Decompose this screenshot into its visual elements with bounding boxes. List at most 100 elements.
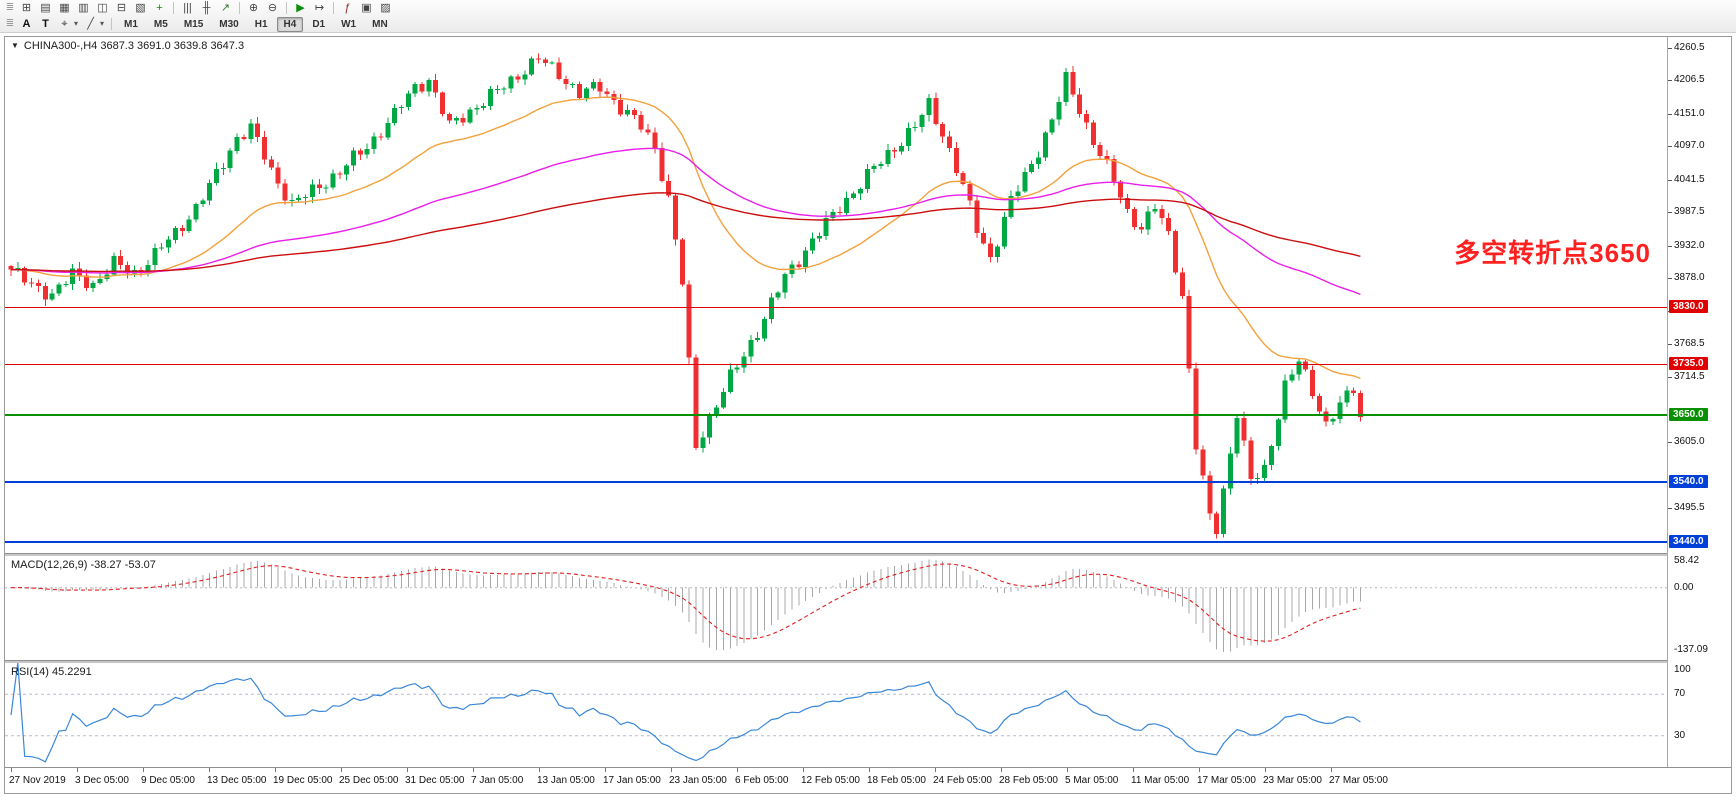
panel-splitter[interactable] [5, 553, 1731, 556]
price-level-label: 3830.0 [1669, 300, 1708, 313]
time-tick-label: 12 Feb 05:00 [801, 775, 860, 786]
line-chart-icon[interactable]: ↗ [220, 2, 231, 14]
macd-axis-label: 0.00 [1674, 582, 1694, 593]
macd-label: MACD(12,26,9) -38.27 -53.07 [11, 559, 156, 571]
toolbar-grip[interactable]: ≣ [5, 18, 15, 29]
timeframe-button-m15[interactable]: M15 [183, 18, 204, 30]
price-tick-mark [1668, 48, 1672, 49]
price-tick-label: 4151.0 [1674, 108, 1705, 119]
time-tick-mark [869, 768, 870, 772]
price-tick-mark [1668, 80, 1672, 81]
price-tick-mark [1668, 278, 1672, 279]
chart-title: CHINA300-,H4 3687.3 3691.0 3639.8 3647.3 [23, 40, 245, 52]
time-tick-label: 27 Mar 05:00 [1329, 775, 1388, 786]
zoom-out-icon[interactable]: ⊖ [267, 2, 278, 14]
periods-icon[interactable]: ▣ [361, 2, 372, 14]
time-tick-label: 7 Jan 05:00 [471, 775, 524, 786]
price-tick-label: 4260.5 [1674, 42, 1705, 53]
time-tick-label: 6 Feb 05:00 [735, 775, 789, 786]
time-tick-mark [935, 768, 936, 772]
shapes-dropdown-caret-icon[interactable]: ▾ [99, 19, 104, 28]
candlestick-chart-icon[interactable]: ╫ [202, 2, 211, 14]
profiles-icon[interactable]: ▤ [40, 2, 51, 14]
trendline-tool-icon[interactable]: ╱ [87, 18, 94, 30]
zoom-in-icon[interactable]: ⊕ [248, 2, 259, 14]
toolbar-grip[interactable]: ≣ [5, 2, 15, 13]
time-tick-mark [341, 768, 342, 772]
rsi-axis-label: 70 [1674, 688, 1686, 699]
chart-shift-icon[interactable]: ↦ [314, 2, 325, 14]
time-tick-mark [11, 768, 12, 772]
time-tick-mark [1199, 768, 1200, 772]
time-tick-label: 17 Jan 05:00 [603, 775, 661, 786]
timeframe-button-m30[interactable]: M30 [219, 18, 239, 30]
macd-panel[interactable]: MACD(12,26,9) -38.27 -53.07 [5, 556, 1667, 660]
time-tick-label: 25 Dec 05:00 [339, 775, 399, 786]
toolbar: ≣ ⊞ ▤ ▦ ▥ ◫ ⊟ ▧ + ||| ╫ ↗ ⊕ ⊖ ▶ ↦ ƒ ▣ ▨ ≣ A T ⌖ ▾ ╱ ▾ M1 M5 M15 M30 H… [0, 0, 1736, 33]
time-tick-label: 17 Mar 05:00 [1197, 775, 1256, 786]
price-tick-label: 4206.5 [1674, 74, 1705, 85]
time-tick-mark [407, 768, 408, 772]
timeframe-button-d1[interactable]: D1 [312, 18, 326, 30]
time-axis[interactable]: 27 Nov 2019 3 Dec 05:00 9 Dec 05:00 13 Dec … [5, 767, 1731, 793]
timeframe-button-m1[interactable]: M1 [124, 18, 138, 30]
price-tick-mark [1668, 246, 1672, 247]
timeframe-button-h4[interactable]: H4 [276, 16, 304, 32]
price-axis[interactable]: 4260.5 4206.5 4151.0 4097.0 4041.5 3987.5 3932… [1667, 37, 1731, 767]
price-level-label: 3735.0 [1669, 357, 1708, 370]
timeframe-button-mn[interactable]: MN [372, 18, 388, 30]
time-tick-label: 27 Nov 2019 [9, 775, 66, 786]
lines-dropdown-caret-icon[interactable]: ▾ [73, 19, 78, 28]
price-level-label: 3440.0 [1669, 535, 1708, 548]
indicators-icon[interactable]: ƒ [344, 2, 351, 14]
price-tick-mark [1668, 344, 1672, 345]
macd-axis-label: -137.09 [1674, 644, 1708, 655]
time-tick-label: 9 Dec 05:00 [141, 775, 195, 786]
time-tick-label: 24 Feb 05:00 [933, 775, 992, 786]
time-tick-label: 5 Mar 05:00 [1065, 775, 1119, 786]
crosshair-tool-icon[interactable]: ⌖ [61, 18, 68, 30]
price-tick-mark [1668, 212, 1672, 213]
text-tool-button[interactable]: T [42, 18, 49, 30]
timeframe-button-h1[interactable]: H1 [254, 18, 268, 30]
time-tick-label: 13 Jan 05:00 [537, 775, 595, 786]
time-tick-mark [1001, 768, 1002, 772]
price-tick-label: 4097.0 [1674, 140, 1705, 151]
time-tick-mark [275, 768, 276, 772]
time-tick-mark [77, 768, 78, 772]
templates-icon[interactable]: ▨ [380, 2, 391, 14]
price-tick-label: 3605.0 [1674, 436, 1705, 447]
timeframe-button-w1[interactable]: W1 [341, 18, 357, 30]
bars-chart-icon[interactable]: ||| [183, 2, 192, 14]
price-tick-label: 3714.5 [1674, 371, 1705, 382]
time-tick-mark [1067, 768, 1068, 772]
price-tick-mark [1668, 180, 1672, 181]
market-watch-icon[interactable]: ▦ [59, 2, 70, 14]
rsi-axis-label: 30 [1674, 730, 1686, 741]
time-tick-mark [473, 768, 474, 772]
price-chart-panel[interactable]: ▼ CHINA300-,H4 3687.3 3691.0 3639.8 3647.… [5, 37, 1667, 553]
time-tick-label: 23 Mar 05:00 [1263, 775, 1322, 786]
toolbar-row-1: ≣ ⊞ ▤ ▦ ▥ ◫ ⊟ ▧ + ||| ╫ ↗ ⊕ ⊖ ▶ ↦ ƒ ▣ ▨ [0, 0, 1736, 16]
time-tick-label: 19 Dec 05:00 [273, 775, 333, 786]
time-tick-label: 3 Dec 05:00 [75, 775, 129, 786]
time-tick-mark [1133, 768, 1134, 772]
time-tick-mark [737, 768, 738, 772]
timeframe-button-m5[interactable]: M5 [153, 18, 168, 30]
panel-splitter[interactable] [5, 660, 1731, 663]
time-tick-mark [539, 768, 540, 772]
auto-scroll-icon[interactable]: ▶ [296, 2, 305, 14]
new-order-icon[interactable]: + [156, 2, 163, 14]
data-window-icon[interactable]: ▥ [78, 2, 89, 14]
cursor-tool-button[interactable]: A [22, 18, 31, 30]
new-chart-icon[interactable]: ⊞ [21, 2, 32, 14]
rsi-panel[interactable]: RSI(14) 45.2291 [5, 663, 1667, 767]
terminal-icon[interactable]: ⊟ [116, 2, 127, 14]
chart-menu-icon[interactable]: ▼ [11, 41, 19, 50]
rsi-axis-label: 100 [1674, 664, 1691, 675]
strategy-tester-icon[interactable]: ▧ [135, 2, 146, 14]
time-tick-label: 11 Mar 05:00 [1131, 775, 1190, 786]
time-tick-mark [803, 768, 804, 772]
navigator-icon[interactable]: ◫ [97, 2, 108, 14]
